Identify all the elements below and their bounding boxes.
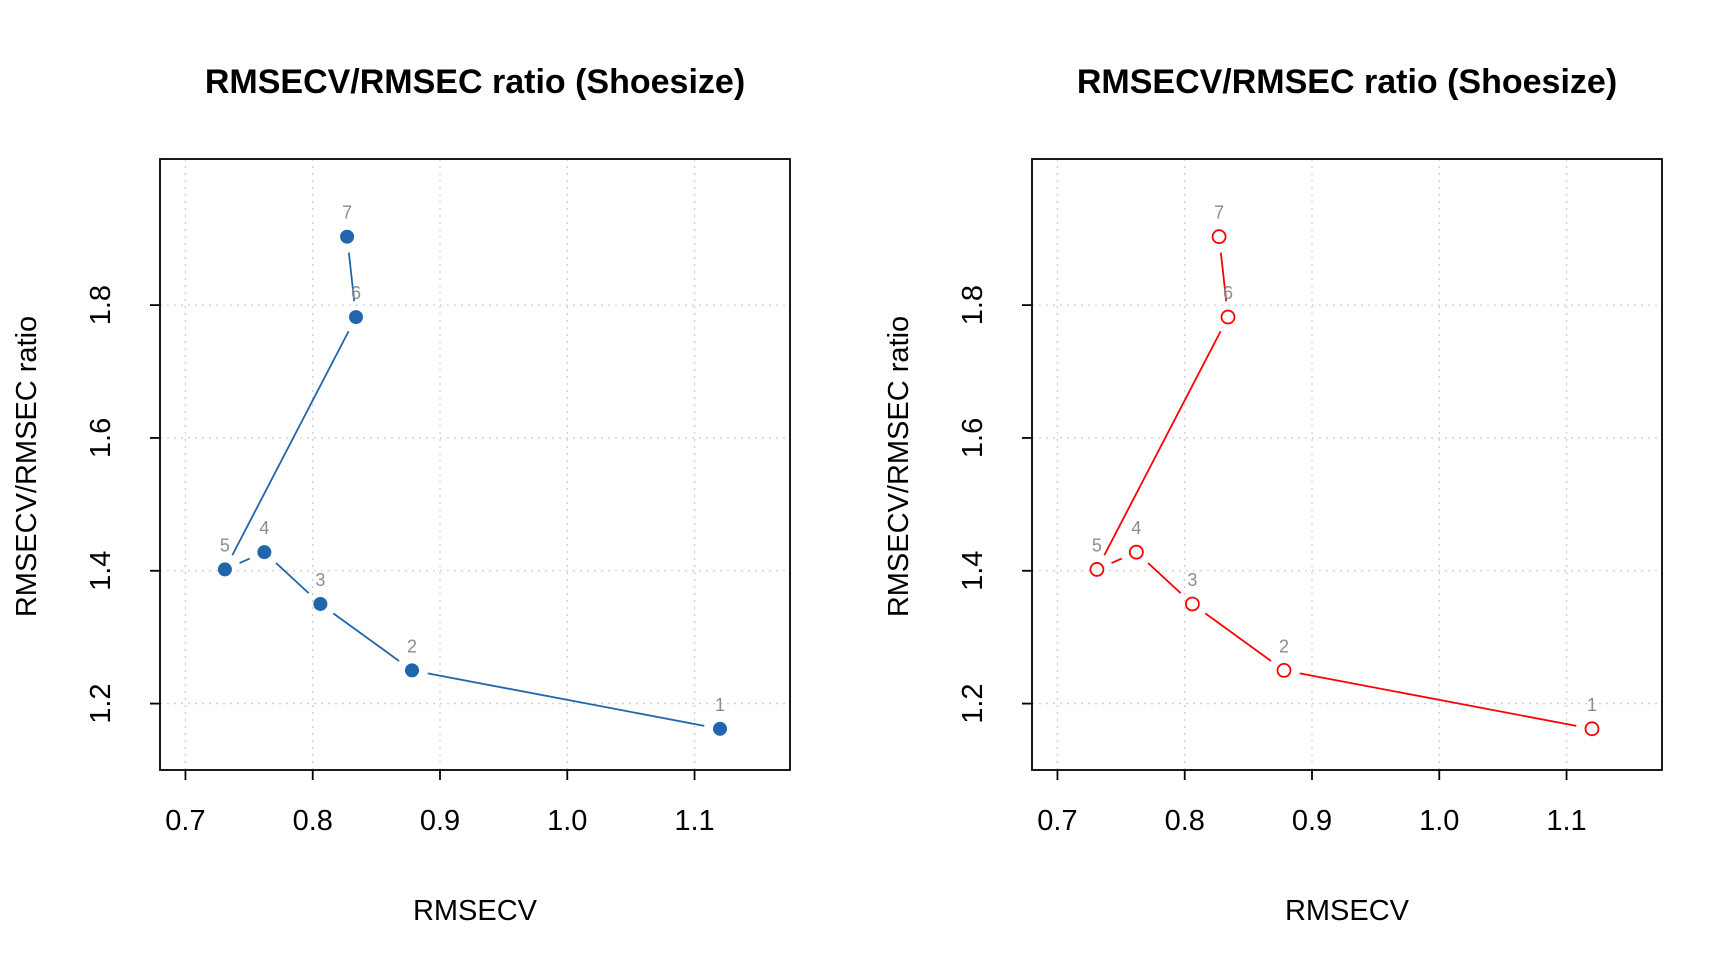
x-tick-label: 0.9: [420, 805, 460, 837]
series-line-segment: [1299, 672, 1577, 727]
data-point: [1211, 229, 1227, 245]
data-point: [1584, 721, 1600, 737]
chart-panel-1: RMSECV/RMSEC ratio (Shoesize) 0.7 0.8 0.9 1.…: [11, 63, 791, 927]
x-tick-label: 0.7: [1037, 805, 1077, 837]
y-tick-label: 1.6: [85, 418, 117, 458]
data-point-label: 3: [315, 570, 325, 590]
x-axis-label: RMSECV: [1285, 895, 1410, 927]
y-tick-label: 1.6: [957, 418, 989, 458]
data-point: [349, 310, 363, 325]
chart-panel-2: RMSECV/RMSEC ratio (Shoesize) 0.7 0.8 0.9 1.…: [883, 63, 1663, 927]
series-line-segment: [231, 330, 350, 556]
data-point-label: 6: [1223, 283, 1233, 303]
x-tick-label: 1.0: [1419, 805, 1459, 837]
grid: [160, 159, 790, 770]
x-axis: 0.7 0.8 0.9 1.0 1.1: [165, 770, 715, 837]
series-line-segment: [1219, 252, 1228, 302]
series-line-segment: [427, 672, 705, 727]
x-tick-label: 1.1: [674, 805, 714, 837]
x-tick-label: 0.7: [165, 805, 205, 837]
data-point: [257, 545, 272, 560]
x-axis-label: RMSECV: [413, 895, 538, 927]
plot-area-frame: [1031, 158, 1663, 771]
data-point: [713, 721, 727, 736]
data-point-label: 7: [1214, 203, 1224, 223]
data-point: [313, 596, 328, 611]
data-point: [1184, 596, 1200, 612]
y-tick-label: 1.4: [85, 551, 117, 591]
data-point-label: 1: [1587, 695, 1597, 715]
grid: [1032, 159, 1662, 770]
chart-title: RMSECV/RMSEC ratio (Shoesize): [1077, 63, 1617, 101]
series-line-segment: [332, 612, 400, 662]
y-tick-label: 1.4: [957, 551, 989, 591]
data-point-label: 1: [715, 695, 725, 715]
series-line-segment: [1103, 330, 1222, 556]
x-axis: 0.7 0.8 0.9 1.0 1.1: [1037, 770, 1587, 837]
series-line-segment: [275, 562, 310, 594]
data-point: [1276, 662, 1292, 678]
data-point-label: 4: [259, 518, 269, 538]
series-line-segment: [1147, 562, 1182, 594]
y-axis-label: RMSECV/RMSEC ratio: [11, 316, 43, 617]
data-point-label: 5: [220, 535, 230, 555]
y-tick-label: 1.2: [957, 683, 989, 723]
x-tick-label: 1.1: [1546, 805, 1586, 837]
series-line-segment: [1204, 612, 1272, 662]
data-point-label: 2: [1279, 636, 1289, 656]
series-line-segment: [347, 252, 356, 302]
data-point-label: 6: [351, 283, 361, 303]
data-point: [1220, 309, 1236, 325]
x-tick-label: 1.0: [547, 805, 587, 837]
data-point: [1128, 544, 1144, 560]
y-tick-label: 1.8: [85, 285, 117, 325]
x-tick-label: 0.9: [1292, 805, 1332, 837]
data-point: [340, 229, 355, 244]
y-axis-label: RMSECV/RMSEC ratio: [883, 316, 915, 617]
data-point: [217, 562, 232, 577]
series-line-segment: [239, 557, 251, 564]
y-tick-label: 1.8: [957, 285, 989, 325]
series-components: 1 2 3 4 5 6 7: [1089, 203, 1600, 737]
data-point-label: 7: [342, 203, 352, 223]
chart-title: RMSECV/RMSEC ratio (Shoesize): [205, 63, 745, 101]
y-tick-label: 1.2: [85, 683, 117, 723]
data-point-label: 2: [407, 636, 417, 656]
x-tick-label: 0.8: [293, 805, 333, 837]
series-components: 1 2 3 4 5 6 7: [217, 203, 727, 736]
x-tick-label: 0.8: [1165, 805, 1205, 837]
data-point-label: 3: [1187, 570, 1197, 590]
series-line-segment: [1111, 557, 1123, 564]
y-axis: 1.2 1.4 1.6 1.8: [85, 285, 160, 724]
y-axis: 1.2 1.4 1.6 1.8: [957, 285, 1032, 724]
data-point-label: 4: [1131, 518, 1141, 538]
data-point: [405, 663, 419, 678]
data-point: [1089, 562, 1105, 577]
data-point-label: 5: [1092, 535, 1102, 555]
plot-area-frame: [159, 158, 791, 771]
